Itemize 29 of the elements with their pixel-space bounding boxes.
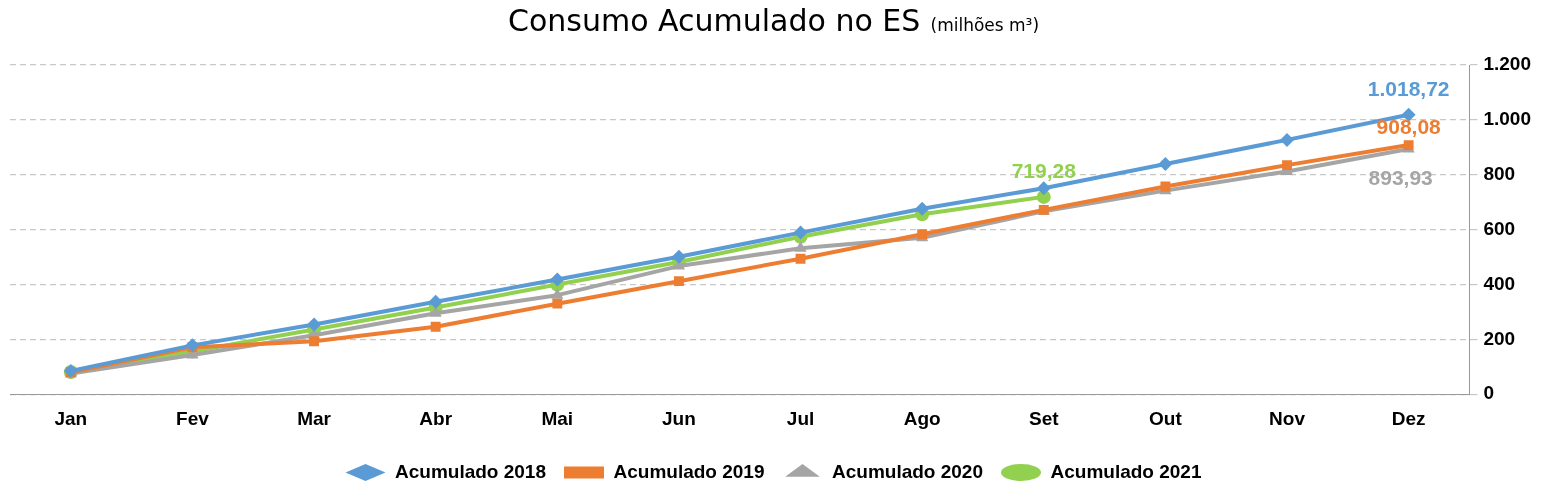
legend-label: Acumulado 2018 bbox=[395, 460, 546, 482]
data-label: 1.018,72 bbox=[1367, 77, 1450, 101]
y-tick-label: 0 bbox=[1483, 382, 1495, 404]
x-tick-label: Jan bbox=[54, 407, 88, 429]
data-label: 908,08 bbox=[1376, 115, 1442, 139]
y-tick-label: 600 bbox=[1483, 217, 1516, 239]
x-tick-label: Set bbox=[1028, 407, 1060, 429]
x-tick-label: Mar bbox=[297, 407, 332, 429]
y-tick-label: 1.200 bbox=[1483, 53, 1531, 75]
data-label: 719,28 bbox=[1011, 159, 1077, 183]
y-tick-label: 400 bbox=[1483, 272, 1516, 294]
x-tick-label: Ago bbox=[903, 407, 941, 429]
y-tick-label: 800 bbox=[1483, 162, 1516, 184]
legend-label: Acumulado 2019 bbox=[613, 460, 765, 482]
x-tick-label: Abr bbox=[419, 407, 453, 429]
legend-label: Acumulado 2020 bbox=[832, 460, 983, 482]
x-tick-label: Fev bbox=[176, 407, 210, 429]
x-tick-label: Out bbox=[1149, 407, 1183, 429]
data-label: 893,93 bbox=[1368, 166, 1433, 190]
y-tick-label: 200 bbox=[1483, 327, 1516, 349]
x-tick-label: Jun bbox=[662, 407, 696, 429]
chart-title: Consumo Acumulado no ES bbox=[507, 3, 921, 38]
x-tick-label: Jul bbox=[786, 407, 815, 429]
y-tick-label: 1.000 bbox=[1483, 108, 1531, 130]
x-tick-label: Mai bbox=[541, 407, 574, 429]
legend-label: Acumulado 2021 bbox=[1050, 460, 1202, 482]
chart-subtitle: (milhões m³) bbox=[930, 15, 1040, 35]
x-tick-label: Dez bbox=[1391, 407, 1426, 429]
x-tick-label: Nov bbox=[1269, 407, 1306, 429]
